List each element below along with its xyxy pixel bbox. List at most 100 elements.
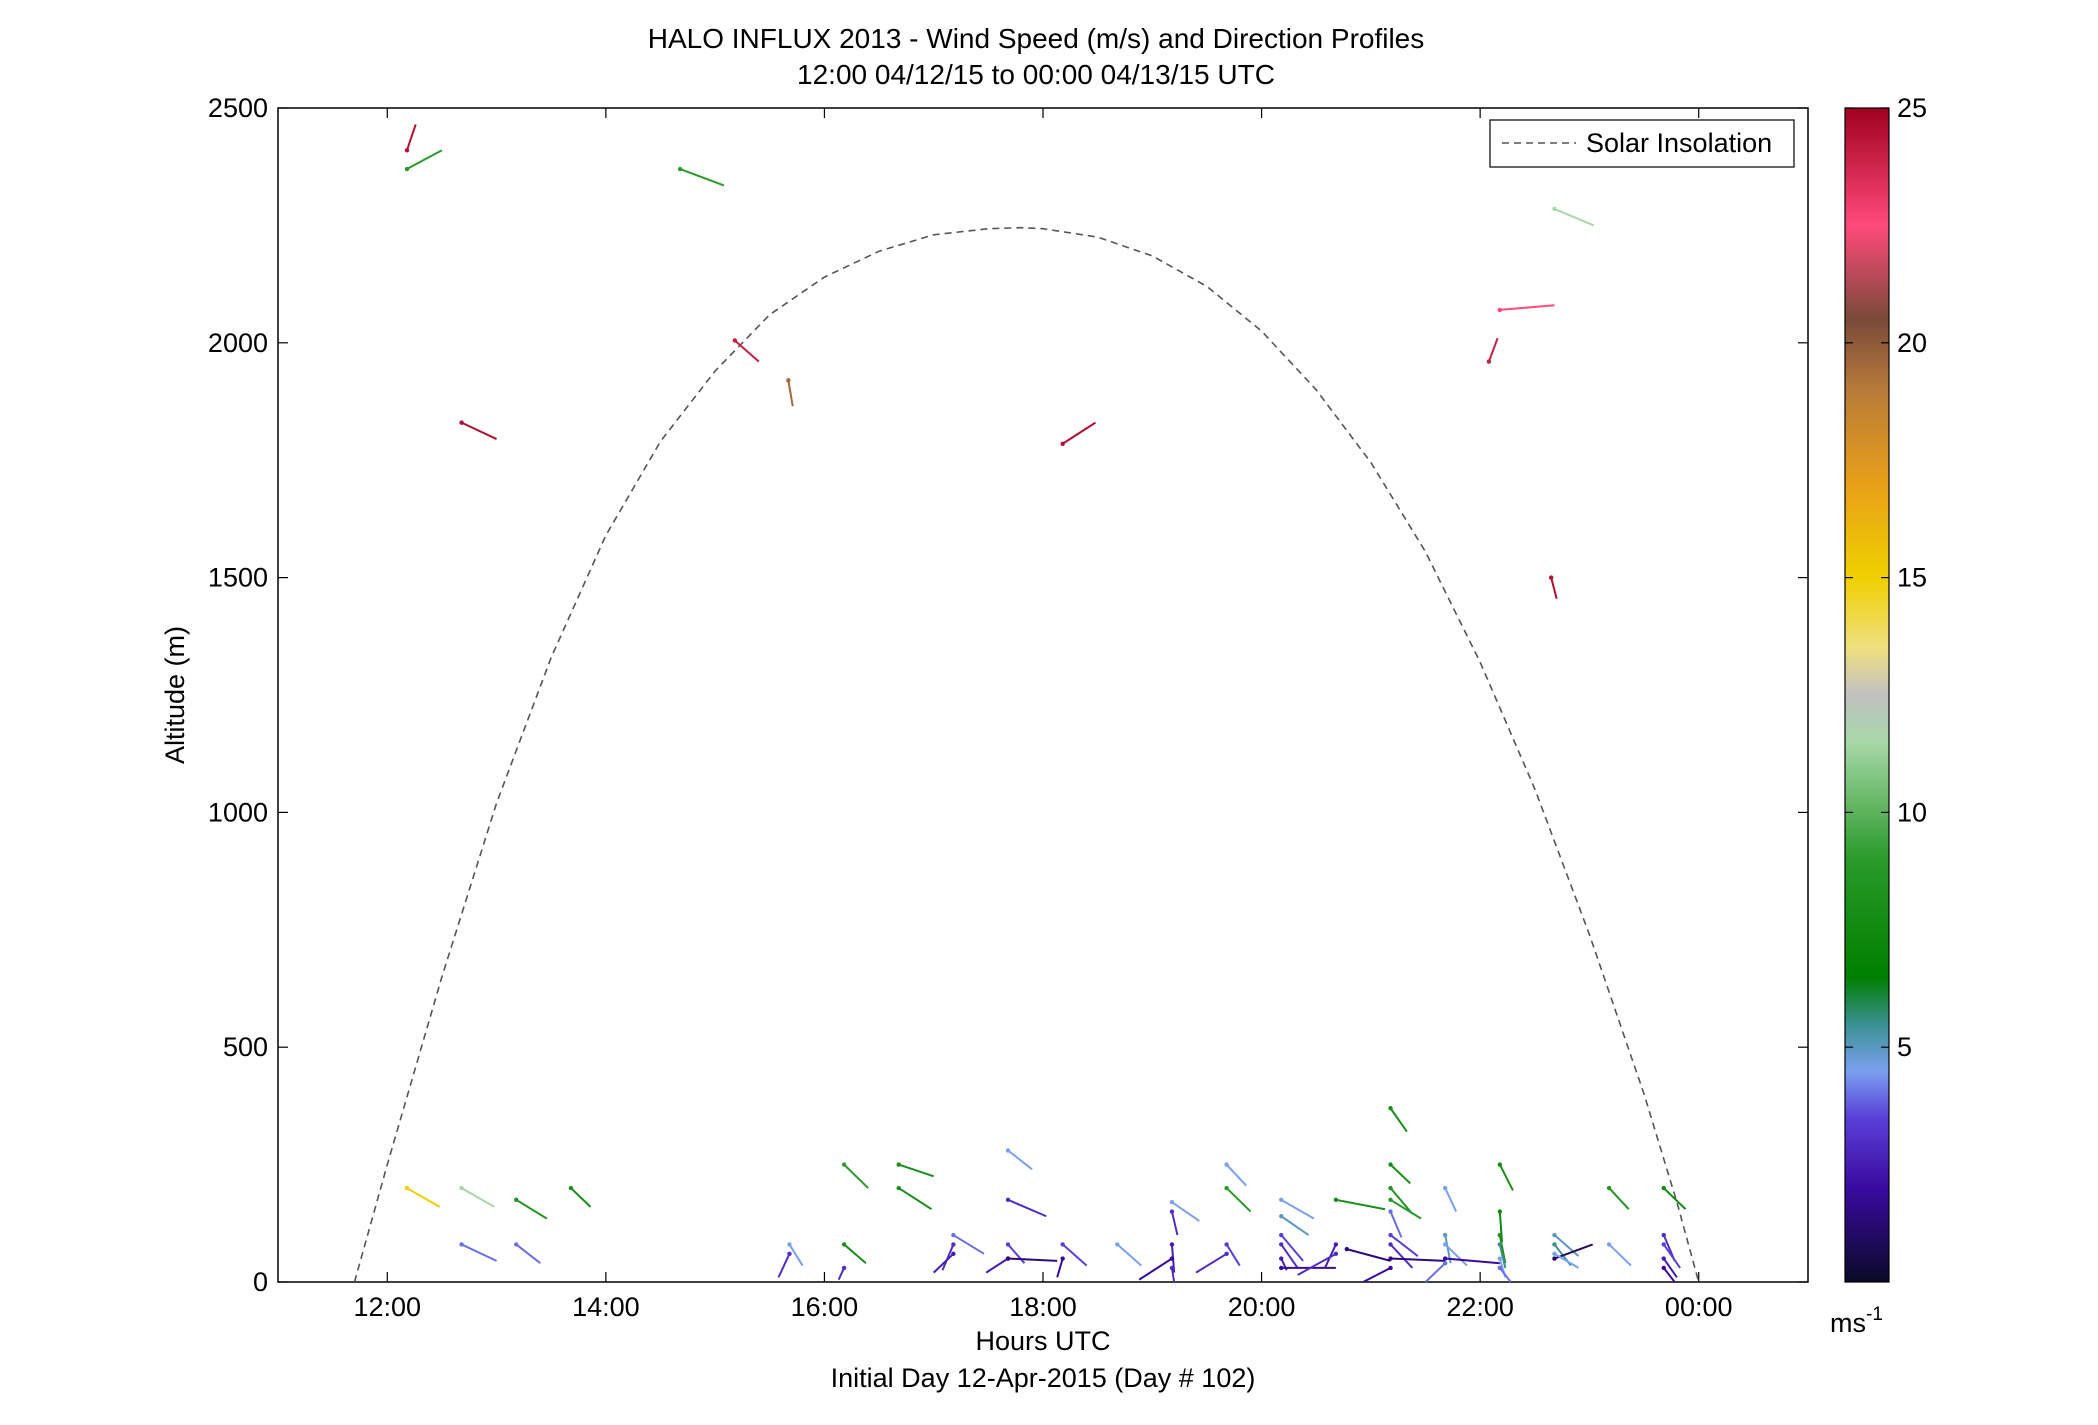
wind-barb-origin <box>1115 1242 1120 1247</box>
wind-barb <box>1442 1185 1458 1212</box>
wind-barb-origin <box>1442 1256 1448 1261</box>
wind-barb-origin <box>404 166 410 172</box>
wind-barb-origin <box>1552 1242 1557 1247</box>
wind-barb-line <box>1389 1163 1411 1185</box>
wind-barb <box>404 124 417 153</box>
colorbar-tick-label: 5 <box>1897 1032 1912 1062</box>
wind-barb-origin <box>404 148 410 153</box>
wind-barb <box>1005 1197 1047 1218</box>
wind-barb-origin <box>951 1251 956 1257</box>
wind-barb-line <box>1424 1262 1446 1283</box>
wind-barb-origin <box>1169 1209 1175 1214</box>
wind-barb-origin <box>1279 1232 1284 1238</box>
wind-barb-line <box>461 1243 497 1262</box>
wind-barb-origin <box>951 1242 956 1247</box>
wind-barb-line <box>1389 1243 1414 1269</box>
wind-barbs <box>404 124 1687 1283</box>
plot-area <box>277 107 1809 1283</box>
wind-barb-origin <box>1279 1265 1284 1271</box>
wind-barb <box>1552 1243 1594 1261</box>
wind-barb-line <box>1335 1198 1386 1211</box>
wind-barb <box>1333 1197 1386 1211</box>
wind-barb-line <box>1170 1267 1176 1283</box>
wind-barb <box>1388 1242 1414 1269</box>
wind-barb-line <box>515 1198 548 1220</box>
wind-barb-origin <box>1060 1256 1065 1261</box>
wind-barb <box>786 378 794 407</box>
wind-barb-line <box>1171 1201 1200 1222</box>
wind-barb-line <box>952 1234 985 1255</box>
wind-barb-origin <box>1442 1232 1448 1238</box>
colorbar-tick-label: 25 <box>1897 93 1927 123</box>
wind-barb <box>1661 1256 1678 1278</box>
wind-barb-line <box>1499 1267 1512 1283</box>
wind-barb <box>732 338 760 363</box>
solar-insolation-curve <box>353 226 1700 1283</box>
wind-barb <box>1344 1246 1391 1262</box>
wind-barb-line <box>1007 1257 1058 1262</box>
wind-barb-origin <box>1497 1265 1503 1271</box>
wind-barb-origin <box>1497 1232 1503 1238</box>
wind-barb-origin <box>1169 1265 1175 1271</box>
wind-barb <box>1224 1242 1241 1267</box>
wind-barb <box>896 1185 933 1211</box>
wind-barb-origin <box>1169 1242 1175 1247</box>
wind-barb-line <box>1553 1234 1580 1257</box>
wind-barb <box>841 1242 867 1264</box>
colorbar-unit: ms-1 <box>1830 1304 1883 1338</box>
colorbar-unit-base: ms <box>1830 1308 1866 1338</box>
wind-barb <box>787 1242 804 1267</box>
wind-barb-line <box>1444 1187 1458 1212</box>
wind-barb-origin <box>459 420 464 425</box>
wind-barb-origin <box>1279 1214 1284 1219</box>
wind-barb-origin <box>1497 307 1503 313</box>
wind-barb-origin <box>1333 1251 1339 1257</box>
wind-barb-line <box>406 149 443 170</box>
wind-barb-origin <box>1442 1261 1448 1266</box>
wind-barb-origin <box>1388 1256 1393 1261</box>
wind-barb-origin <box>841 1265 847 1271</box>
wind-barb <box>1169 1199 1200 1222</box>
x-axis-ticks: 12:00 14:00 16:00 18:00 20:00 22:00 00:00 <box>353 108 1733 1322</box>
wind-barb <box>1424 1261 1448 1283</box>
wind-barb-origin <box>1279 1197 1284 1203</box>
wind-barb-origin <box>1661 1265 1666 1271</box>
y-tick-label: 0 <box>253 1267 268 1297</box>
wind-barb-origin <box>568 1185 574 1191</box>
wind-barb <box>1388 1185 1414 1215</box>
wind-barb-origin <box>1388 1197 1393 1203</box>
wind-barb <box>1388 1162 1411 1185</box>
wind-barb <box>459 1185 495 1208</box>
x-tick-label: 12:00 <box>353 1292 421 1322</box>
wind-barb-line <box>1280 1243 1299 1269</box>
wind-barb-origin <box>1224 1162 1229 1167</box>
wind-barb-origin <box>1388 1265 1393 1271</box>
wind-barb <box>514 1242 541 1265</box>
wind-barb-line <box>1062 421 1096 445</box>
wind-barb <box>1362 1265 1393 1283</box>
x-tick-label: 20:00 <box>1228 1292 1296 1322</box>
chart-title: HALO INFLUX 2013 - Wind Speed (m/s) and … <box>648 23 1425 54</box>
wind-barb-origin <box>1388 1162 1393 1167</box>
wind-barb-line <box>1389 1234 1419 1257</box>
wind-barb-line <box>1608 1187 1630 1210</box>
wind-barb <box>459 1242 497 1262</box>
wind-barb-line <box>1297 1252 1337 1276</box>
wind-barb <box>1606 1242 1632 1267</box>
wind-barb-origin <box>1497 1162 1503 1167</box>
colorbar <box>1844 107 1890 1283</box>
wind-barb <box>1060 421 1096 446</box>
wind-barb <box>951 1232 985 1255</box>
wind-barb-line <box>1608 1243 1632 1267</box>
wind-barb-origin <box>1060 1242 1065 1247</box>
wind-barb-origin <box>841 1242 847 1247</box>
wind-barb-line <box>1225 1163 1248 1187</box>
wind-barb-line <box>787 380 794 407</box>
wind-barb-origin <box>1497 1256 1503 1261</box>
wind-barb-line <box>843 1163 869 1189</box>
wind-barb-line <box>1554 208 1595 227</box>
colorbar-tick-label: 20 <box>1897 328 1927 358</box>
wind-barb-line <box>406 1187 441 1208</box>
wind-barb <box>1138 1256 1175 1281</box>
wind-barb-line <box>788 1243 804 1267</box>
